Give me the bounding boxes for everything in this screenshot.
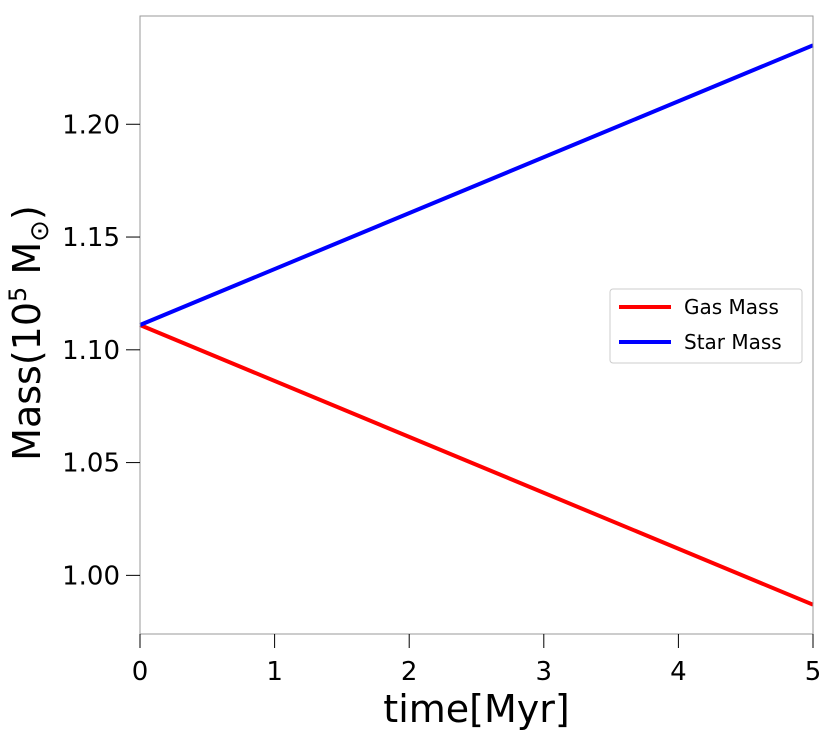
y-axis-label-subscript: ⊙ <box>25 220 55 242</box>
y-tick-label: 1.15 <box>62 223 120 253</box>
y-tick-label: 1.05 <box>62 449 120 479</box>
y-axis-label-close: ) <box>5 205 49 220</box>
legend-label-star-mass: Star Mass <box>684 330 782 354</box>
y-axis-label-exponent: 5 <box>4 287 32 302</box>
y-axis-label: Mass(105 M⊙) <box>4 205 55 461</box>
y-tick-label: 1.10 <box>62 336 120 366</box>
legend-label-gas-mass: Gas Mass <box>684 295 779 319</box>
y-tick-label: 1.20 <box>62 110 120 140</box>
x-tick-label: 3 <box>536 657 553 687</box>
y-axis-label-main: Mass(10 <box>5 302 49 461</box>
ticks-layer: 0 1 2 3 4 5 1.00 1.05 1.10 1.15 1.20 <box>62 110 821 687</box>
plot-frame <box>139 15 814 635</box>
x-tick-label: 4 <box>670 657 687 687</box>
series-line-gas-mass <box>139 323 814 607</box>
x-tick-label: 5 <box>805 657 822 687</box>
series-line-star-mass <box>139 43 814 327</box>
x-axis-label: time[Myr] <box>383 687 569 731</box>
legend: Gas Mass Star Mass <box>609 288 803 364</box>
x-tick-label: 0 <box>132 657 149 687</box>
x-tick-label: 2 <box>401 657 418 687</box>
series-layer <box>139 43 814 607</box>
x-tick-label: 1 <box>266 657 283 687</box>
y-tick-label: 1.00 <box>62 561 120 591</box>
y-axis-label-unit: M <box>5 242 49 287</box>
